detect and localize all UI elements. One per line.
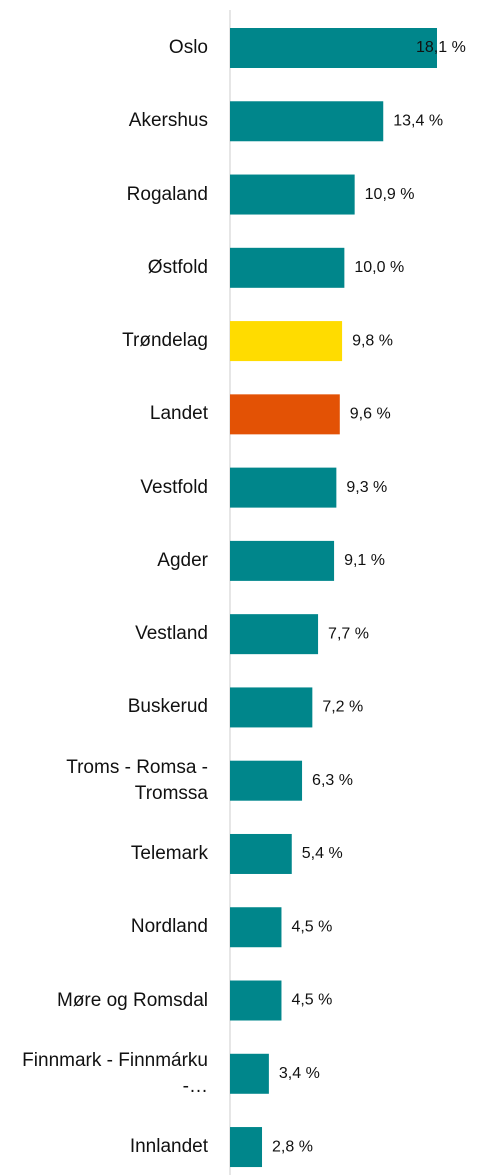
value-label: 3,4 % <box>279 1065 320 1082</box>
bar <box>230 1053 269 1094</box>
category-label: Oslo <box>168 37 208 58</box>
bar <box>230 247 345 288</box>
value-label: 9,6 % <box>350 406 391 423</box>
category-label: Landet <box>149 403 208 425</box>
category-label: Trøndelag <box>122 330 208 352</box>
bar <box>230 980 282 1021</box>
category-label: Finnmark - Finnmárku -… <box>22 1049 208 1097</box>
bar <box>230 1127 263 1168</box>
bar <box>230 321 343 362</box>
value-label: 4,5 % <box>291 918 332 935</box>
bar <box>230 833 292 874</box>
value-label: 9,8 % <box>352 332 393 349</box>
bar <box>230 687 313 728</box>
value-label: 10,9 % <box>365 186 415 203</box>
category-label: Akershus <box>128 110 208 132</box>
value-label: 18,1 % <box>416 39 466 56</box>
bar <box>230 540 335 581</box>
category-label: Telemark <box>130 842 208 864</box>
bar <box>230 394 340 435</box>
category-label: Buskerud <box>127 696 208 718</box>
value-label: 7,2 % <box>322 699 363 716</box>
category-label: Vestfold <box>140 476 208 498</box>
value-label: 2,8 % <box>272 1138 313 1155</box>
value-label: 4,5 % <box>291 992 332 1009</box>
category-label: Innlandet <box>129 1136 208 1158</box>
value-label: 6,3 % <box>312 772 353 789</box>
category-label: Møre og Romsdal <box>57 989 208 1011</box>
bar <box>230 614 319 655</box>
bar <box>230 907 282 948</box>
category-label: Troms - Romsa - Tromssa <box>66 756 208 804</box>
bar <box>230 467 337 508</box>
bar <box>230 28 437 68</box>
bar <box>230 101 384 142</box>
value-label: 5,4 % <box>302 845 343 862</box>
category-label: Vestland <box>135 623 208 645</box>
category-label: Rogaland <box>126 183 208 205</box>
bar <box>230 760 303 801</box>
value-label: 9,1 % <box>344 552 385 569</box>
category-label: Nordland <box>130 916 208 938</box>
value-label: 9,3 % <box>346 479 387 496</box>
category-label: Agder <box>157 549 208 571</box>
value-label: 10,0 % <box>354 259 404 276</box>
category-label: Østfold <box>147 256 208 278</box>
value-label: 13,4 % <box>393 112 443 129</box>
bar <box>230 174 355 215</box>
value-label: 7,7 % <box>328 625 369 642</box>
